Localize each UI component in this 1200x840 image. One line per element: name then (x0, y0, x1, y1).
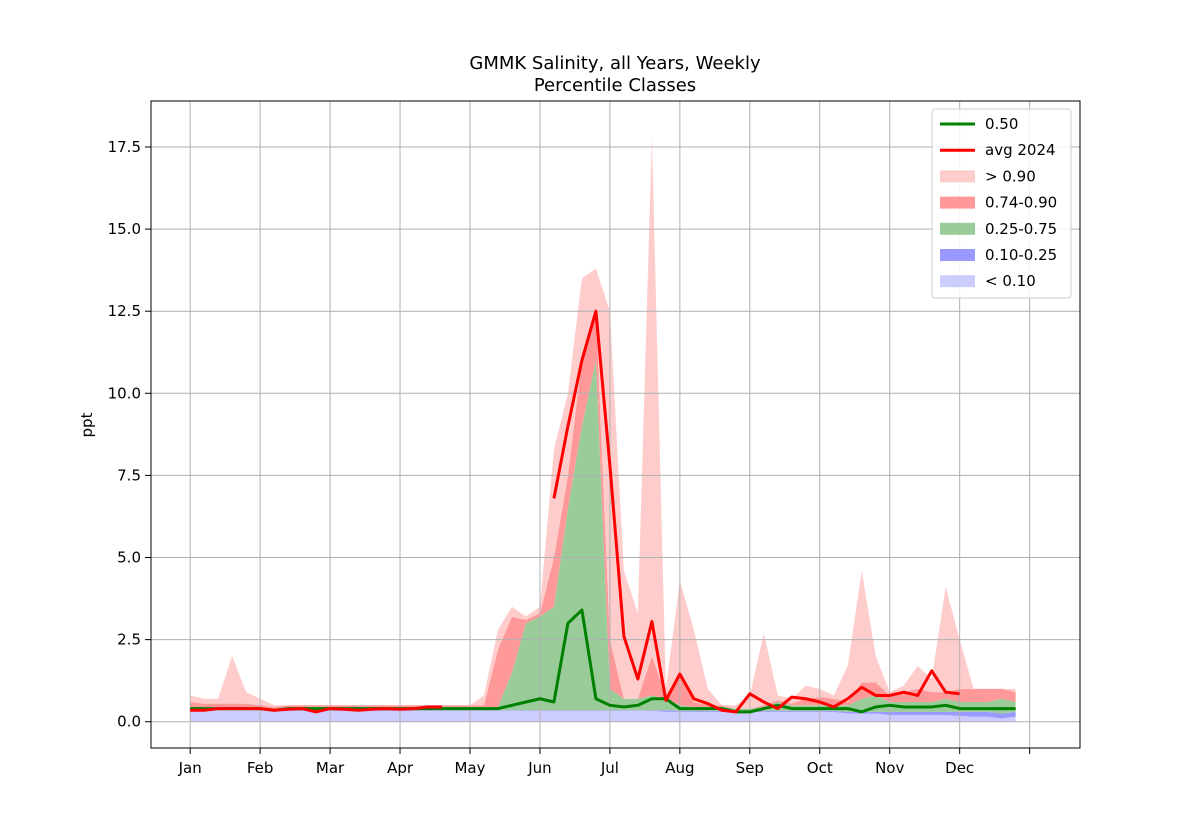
y-axis-label: ppt (78, 412, 96, 437)
x-tick-label: Mar (316, 759, 345, 777)
y-tick-label: 10.0 (108, 384, 141, 402)
y-tick-label: 15.0 (108, 220, 141, 238)
legend: 0.50 avg 2024 > 0.90 0.74-0.90 0.25-0.75 0.10… (931, 108, 1072, 299)
band-above-p90 (190, 137, 1016, 709)
y-axis-ticks: 0.0 2.5 5.0 7.5 10.0 12.5 15.0 17.5 (108, 138, 151, 731)
x-tick-label: Sep (736, 759, 764, 777)
series-lines (190, 309, 1016, 714)
x-tick-label: May (454, 759, 485, 777)
avg-2024-line (552, 309, 960, 714)
legend-swatch-band (940, 275, 975, 288)
avg-2024-line (190, 705, 443, 714)
x-tick-label: Jul (600, 759, 619, 777)
legend-swatch-band (940, 170, 975, 183)
band-below-p10 (190, 710, 1016, 722)
percentile-bands (190, 137, 1016, 722)
x-tick-label: Feb (247, 759, 274, 777)
plot-frame (150, 100, 1081, 749)
band-p74-p90 (190, 311, 1016, 709)
x-tick-label: Jan (178, 759, 202, 777)
band-p25-p75 (190, 360, 1016, 714)
legend-swatch-band (940, 196, 975, 209)
legend-label: 0.10-0.25 (985, 246, 1057, 264)
y-tick-label: 17.5 (108, 138, 141, 156)
legend-label: 0.25-0.75 (985, 220, 1057, 238)
x-tick-label: Jun (527, 759, 551, 777)
y-tick-label: 5.0 (117, 549, 141, 567)
chart-title: GMMK Salinity, all Years, Weekly (469, 53, 761, 74)
y-tick-label: 7.5 (117, 466, 141, 484)
chart-subtitle: Percentile Classes (534, 75, 696, 96)
legend-label: > 0.90 (985, 167, 1036, 185)
y-tick-label: 12.5 (108, 302, 141, 320)
x-tick-label: Dec (945, 759, 974, 777)
legend-swatch-band (940, 249, 975, 261)
y-tick-label: 2.5 (117, 631, 141, 649)
legend-label: 0.74-0.90 (985, 194, 1057, 212)
x-axis-ticks: Jan Feb Mar Apr May Jun Jul Aug Sep Oct Nov Dec (178, 748, 1031, 777)
y-tick-label: 0.0 (117, 713, 141, 731)
legend-swatch-band (940, 222, 975, 235)
legend-label: avg 2024 (985, 141, 1056, 159)
x-tick-label: Aug (665, 759, 694, 777)
legend-label: < 0.10 (985, 272, 1036, 290)
x-tick-label: Nov (875, 759, 904, 777)
x-tick-label: Oct (807, 759, 833, 777)
x-tick-label: Apr (387, 759, 414, 777)
legend-label: 0.50 (985, 115, 1018, 133)
